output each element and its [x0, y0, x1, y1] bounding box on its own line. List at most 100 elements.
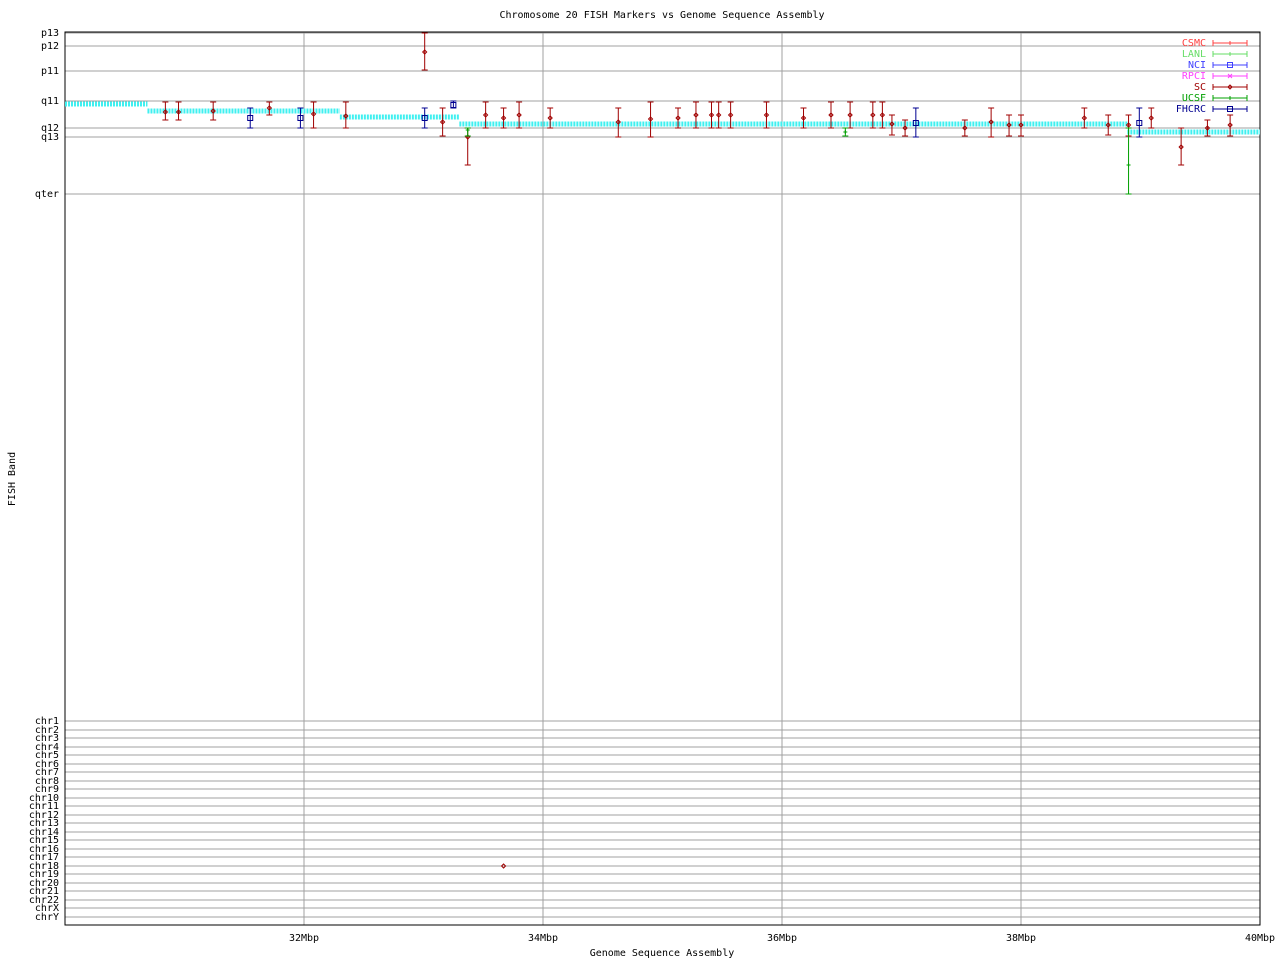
chart-title: Chromosome 20 FISH Markers vs Genome Seq… [499, 10, 824, 21]
point [500, 863, 507, 869]
error-bar [547, 107, 554, 129]
x-tick-label: 32Mbp [289, 933, 319, 944]
error-bar [869, 101, 876, 129]
legend-label: CSMC [1182, 38, 1206, 49]
y-tick-label: chr1 [35, 716, 59, 727]
x-tick-label: 38Mbp [1006, 933, 1036, 944]
point [210, 108, 216, 114]
error-bar [500, 107, 507, 129]
y-tick-label: chr22 [29, 895, 59, 906]
point [175, 109, 182, 115]
y-tick-label: chr19 [29, 869, 59, 880]
point [266, 105, 273, 111]
y-tick-label: chr21 [29, 886, 59, 897]
y-tick-label: chr16 [29, 844, 59, 855]
x-tick-label: 34Mbp [528, 933, 558, 944]
point [1018, 122, 1024, 128]
error-bar [912, 107, 919, 138]
point [870, 112, 876, 118]
point [912, 120, 919, 126]
error-bar [421, 107, 428, 129]
error-bar [1018, 114, 1024, 137]
error-bar [800, 107, 807, 129]
point [1136, 120, 1143, 126]
point [1006, 122, 1012, 128]
legend-line [1212, 84, 1248, 90]
point [889, 121, 895, 127]
y-tick-label: chr6 [35, 759, 59, 770]
y-tick-label: q13 [41, 132, 59, 143]
error-bar [1178, 127, 1185, 166]
legend-marker [1227, 106, 1233, 112]
point [1125, 122, 1132, 128]
y-tick-label: chr11 [29, 801, 59, 812]
y-tick-label: chr15 [29, 835, 59, 846]
point [465, 128, 470, 132]
point [988, 119, 994, 125]
point [800, 115, 807, 121]
point [450, 102, 457, 108]
y-tick-label: chr13 [29, 818, 59, 829]
point [516, 112, 522, 118]
y-axis-label: FISH Band [7, 452, 18, 506]
point [310, 111, 317, 117]
legend-marker [1227, 73, 1233, 79]
point [547, 115, 553, 121]
error-bar [247, 107, 254, 129]
error-bar [210, 101, 217, 121]
point [715, 112, 722, 118]
point [1178, 144, 1184, 150]
error-bar [1227, 114, 1234, 137]
point [297, 115, 304, 121]
y-tick-label: p12 [41, 41, 59, 52]
y-tick-label: chr4 [35, 742, 59, 753]
y-tick-label: chr2 [35, 725, 59, 736]
legend-marker [1227, 62, 1233, 68]
point [500, 115, 507, 121]
y-tick-label: qter [35, 189, 59, 200]
point [727, 112, 734, 118]
legend-label: LANL [1182, 49, 1206, 60]
error-bar [1204, 119, 1211, 137]
y-tick-label: chr14 [29, 827, 59, 838]
point [1126, 163, 1131, 167]
point [879, 112, 886, 118]
error-bar [439, 107, 446, 137]
point [1081, 115, 1088, 121]
error-bar [342, 101, 349, 129]
y-tick-label: chr3 [35, 733, 59, 744]
error-bar [715, 101, 722, 129]
error-bar [1006, 114, 1013, 137]
error-bar [1125, 127, 1132, 195]
point [615, 119, 621, 125]
point [421, 115, 428, 121]
point [1204, 125, 1211, 131]
error-bar [675, 107, 682, 129]
point [1105, 122, 1111, 128]
error-bar [482, 101, 489, 129]
point [647, 116, 654, 122]
legend-label: SC [1194, 82, 1206, 93]
legend-label: RPCI [1182, 71, 1206, 82]
legend-label: NCI [1188, 60, 1206, 71]
point [843, 130, 848, 134]
point [162, 109, 169, 115]
error-bar [1136, 107, 1143, 138]
error-bar [961, 119, 968, 137]
error-bar [615, 107, 622, 138]
error-bar [1105, 114, 1112, 136]
legend-label: FHCRC [1176, 104, 1206, 115]
error-bar [1081, 107, 1088, 129]
plot-border [64, 31, 1261, 926]
y-tick-label: p13 [41, 28, 59, 39]
point [247, 115, 254, 121]
legend-line [1212, 106, 1248, 112]
point [847, 112, 853, 118]
point [708, 112, 715, 118]
error-bar [1148, 107, 1155, 129]
y-tick-label: chr8 [35, 776, 59, 787]
point [693, 112, 699, 118]
legend-marker [1228, 96, 1232, 100]
point [962, 125, 968, 131]
